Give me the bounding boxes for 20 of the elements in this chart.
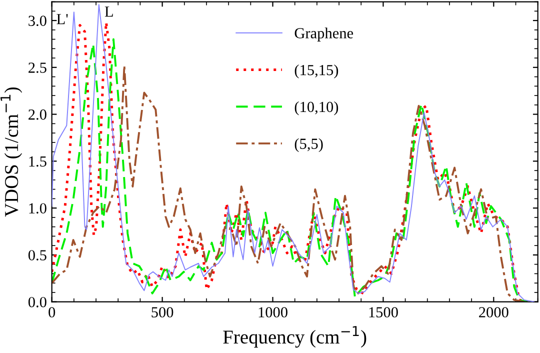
x-tick-label: 2000: [479, 307, 508, 318]
x-tick-label: 1500: [369, 307, 398, 318]
legend-label: (5,5): [294, 138, 323, 152]
y-tick-label: 1.5: [29, 156, 46, 167]
x-tick-label: 1000: [258, 307, 288, 318]
y-axis-title: VDOS (1/cm$^{−1}$): [0, 87, 22, 217]
y-tick-label: 1.0: [29, 203, 46, 214]
annotation: L: [104, 6, 113, 17]
x-tick-label: 0: [48, 307, 56, 318]
y-tick-label: 2.5: [28, 62, 46, 73]
y-tick-label: 0.0: [28, 296, 46, 308]
annotation: L': [56, 14, 68, 24]
legend-label: (15,15): [294, 64, 338, 78]
y-tick-label: 0.5: [28, 250, 46, 260]
x-axis-title: Frequency (cm$^{−1}$): [223, 326, 366, 348]
y-tick-label: 3.0: [28, 16, 46, 26]
legend-label: (10,10): [294, 101, 338, 116]
x-tick-label: 500: [152, 307, 174, 318]
y-tick-label: 2.0: [28, 109, 46, 120]
legend-label: Graphene: [294, 28, 354, 42]
